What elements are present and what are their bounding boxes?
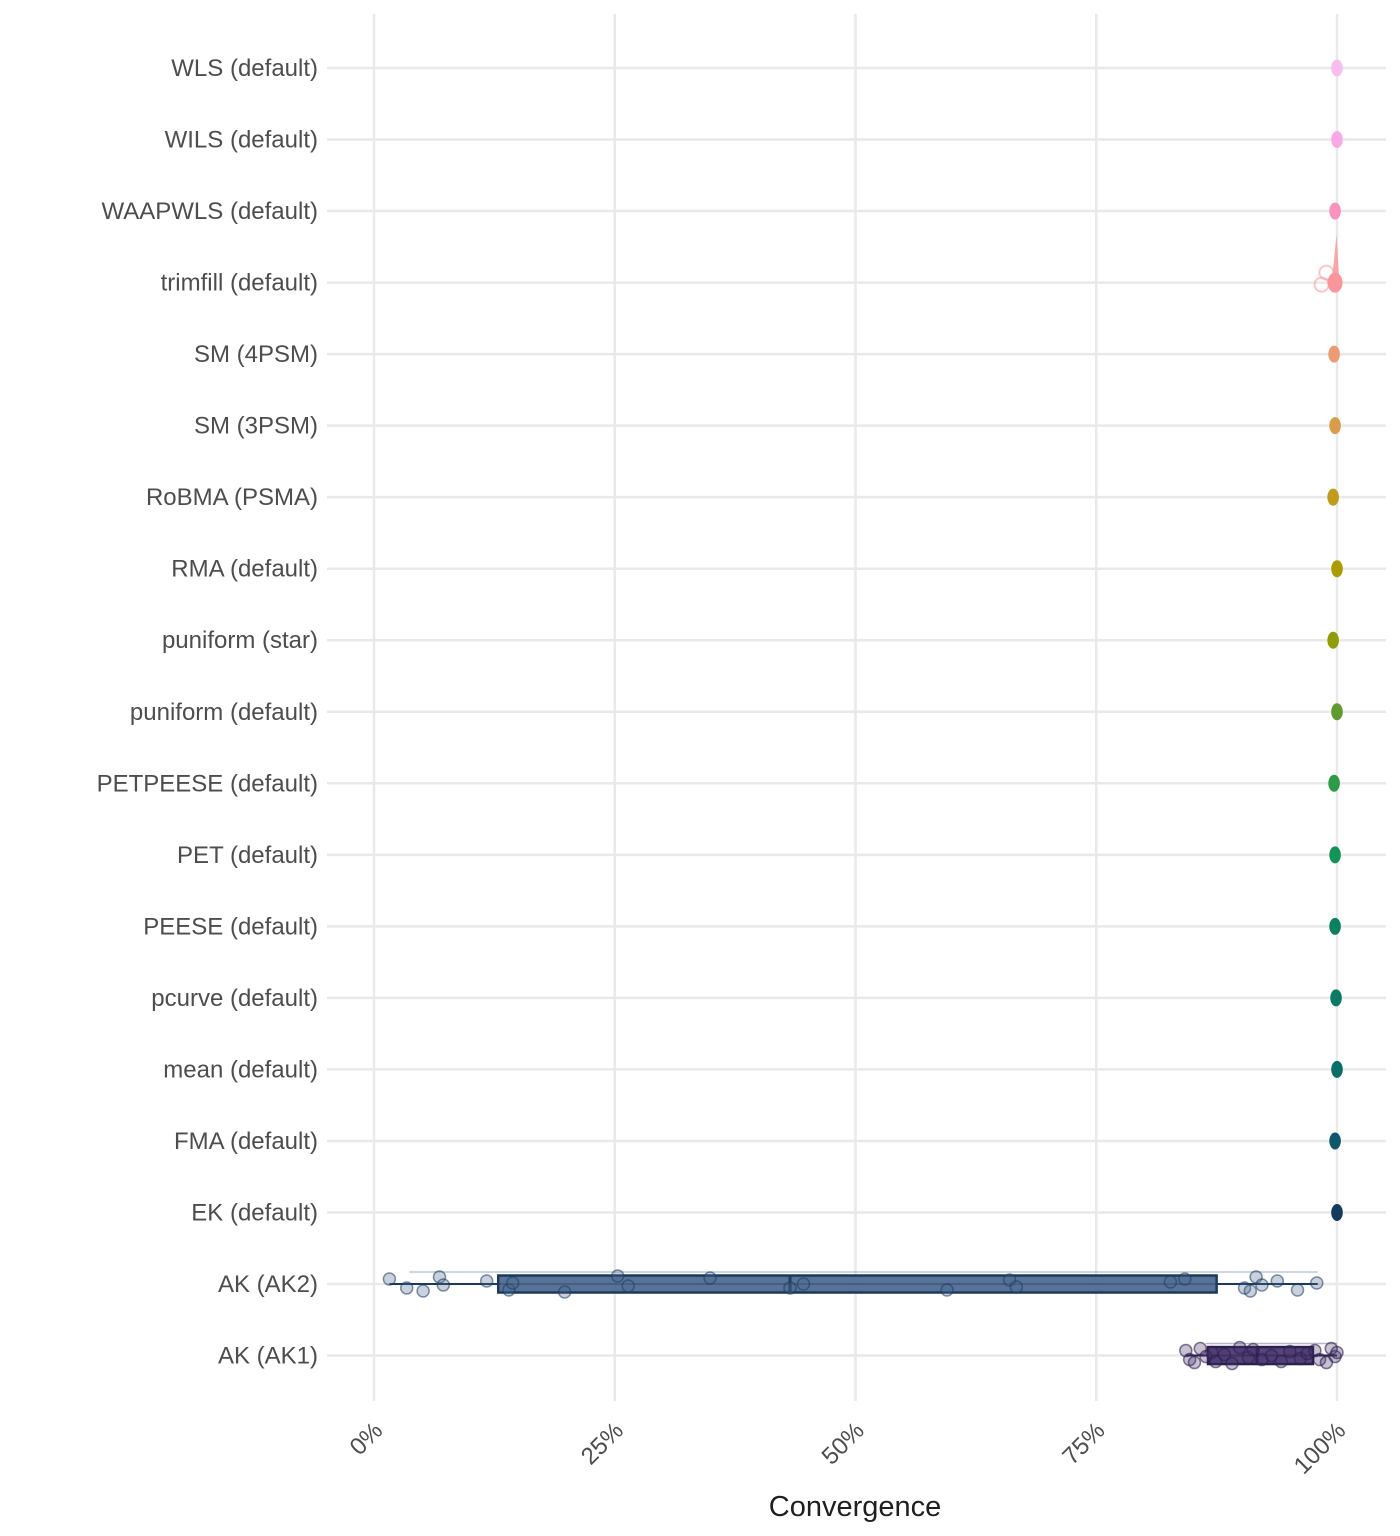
- jitter-point: [1009, 1280, 1024, 1294]
- convergence-dot: [1327, 631, 1339, 649]
- convergence-dot: [1329, 846, 1341, 864]
- convergence-dot: [1331, 59, 1343, 77]
- convergence-dot: [1327, 488, 1339, 506]
- jitter-point: [1163, 1275, 1178, 1289]
- jitter-point: [1255, 1278, 1269, 1292]
- y-axis-label: trimfill (default): [161, 270, 318, 297]
- jitter-point: [1300, 1346, 1314, 1361]
- x-axis-title: Convergence: [769, 1491, 942, 1523]
- box: [496, 1274, 1218, 1294]
- jitter-point: [1187, 1355, 1202, 1370]
- jitter-point: [1178, 1272, 1192, 1286]
- y-axis-labels: WLS (default) WILS (default) WAAPWLS (defa…: [97, 55, 318, 1370]
- x-tick-label: 75%: [1057, 1417, 1110, 1470]
- jitter-point: [436, 1278, 451, 1292]
- y-axis-label: PETPEESE (default): [97, 770, 318, 797]
- y-axis-label: RoBMA (PSMA): [146, 484, 318, 511]
- convergence-dot: [1331, 1060, 1343, 1078]
- convergence-dot: [1329, 917, 1341, 935]
- convergence-dot: [1329, 1132, 1341, 1150]
- density-tail: [1332, 234, 1340, 279]
- jitter-point: [703, 1271, 717, 1285]
- jitter-point: [1208, 1354, 1223, 1369]
- y-axis-label: PET (default): [177, 842, 318, 869]
- jitter-point: [1217, 1347, 1232, 1362]
- convergence-dot: [1331, 1203, 1343, 1221]
- y-axis-label: mean (default): [163, 1056, 318, 1083]
- convergence-dot: [1331, 131, 1343, 149]
- jitter-point: [1243, 1284, 1258, 1298]
- convergence-dot: [1328, 345, 1340, 363]
- convergence-dot: [1331, 703, 1343, 721]
- jitter-point: [1246, 1342, 1260, 1357]
- y-axis-label: WAAPWLS (default): [101, 198, 318, 225]
- x-tick-label: 50%: [817, 1417, 870, 1470]
- x-tick-label: 0%: [345, 1417, 389, 1461]
- jitter-point: [621, 1279, 635, 1293]
- y-axis-label: WLS (default): [171, 55, 318, 82]
- x-axis-tick-labels: 0% 25% 50% 75% 100%: [345, 1417, 1352, 1480]
- convergence-dot: [1331, 560, 1343, 578]
- jitter-point: [1283, 1344, 1297, 1359]
- convergence-dot: [1329, 417, 1341, 435]
- convergence-dot: [1329, 202, 1341, 220]
- x-tick-label: 25%: [576, 1417, 629, 1470]
- jitter-point: [1293, 1351, 1308, 1366]
- convergence-dot: [1328, 774, 1340, 792]
- y-axis-label: AK (AK1): [218, 1343, 318, 1370]
- jitter-point: [1264, 1348, 1279, 1363]
- y-axis-label: pcurve (default): [151, 985, 318, 1012]
- y-axis-label: SM (3PSM): [194, 413, 318, 440]
- jitter-point: [783, 1281, 797, 1295]
- y-axis-label: puniform (default): [130, 699, 318, 726]
- jitter-point: [1330, 1345, 1344, 1360]
- jitter-point: [610, 1269, 625, 1283]
- jitter-point: [1225, 1356, 1239, 1371]
- y-axis-label: EK (default): [191, 1199, 318, 1226]
- y-axis-label: puniform (star): [162, 627, 318, 654]
- y-axis-label: WILS (default): [165, 127, 318, 154]
- jitter-point: [479, 1274, 494, 1288]
- jitter-point: [432, 1270, 447, 1284]
- jitter-point: [1232, 1340, 1247, 1355]
- jitter-point: [1274, 1354, 1288, 1369]
- jitter-point: [940, 1283, 954, 1297]
- y-axis-label: RMA (default): [171, 556, 318, 583]
- jitter-point: [557, 1285, 572, 1299]
- x-tick-label: 100%: [1289, 1417, 1352, 1480]
- jitter-point: [1310, 1276, 1324, 1290]
- jitter-point: [505, 1276, 520, 1290]
- convergence-dot: [1327, 272, 1343, 293]
- jitter-point: [796, 1277, 811, 1291]
- data-marks: [382, 59, 1344, 1371]
- jitter-point: [1312, 1352, 1327, 1367]
- jitter-point: [416, 1284, 430, 1298]
- jitter-point: [1270, 1274, 1285, 1288]
- y-axis-label: SM (4PSM): [194, 341, 318, 368]
- vertical-gridlines: [372, 14, 1339, 1401]
- jitter-point: [399, 1281, 414, 1295]
- y-axis-label: AK (AK2): [218, 1271, 318, 1298]
- jitter-point: [1290, 1283, 1305, 1297]
- jitter-point: [502, 1283, 516, 1297]
- convergence-dot: [1330, 989, 1342, 1007]
- jitter-point: [382, 1272, 397, 1286]
- y-axis-label: PEESE (default): [143, 913, 318, 940]
- y-axis-label: FMA (default): [174, 1128, 318, 1155]
